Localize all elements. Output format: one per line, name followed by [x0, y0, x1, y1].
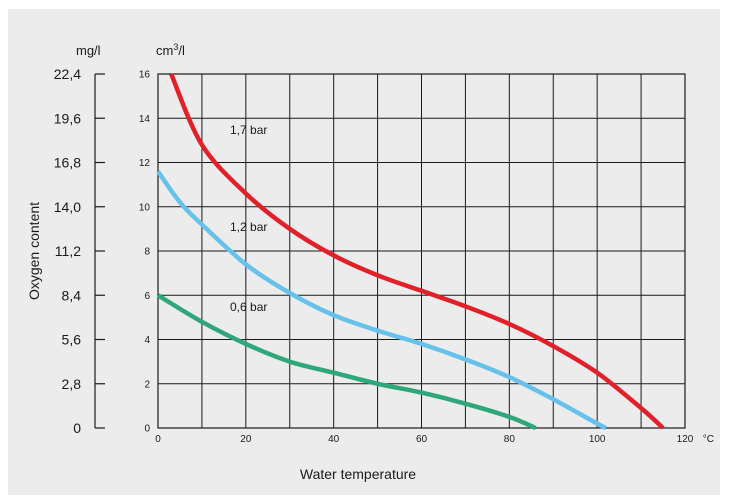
x-tick-label: 40 — [328, 434, 340, 445]
series-line — [169, 73, 665, 430]
series-label: 1,2 bar — [230, 220, 267, 234]
y-tick-label: 4 — [144, 335, 150, 346]
x-tick-label: 80 — [504, 434, 516, 445]
series-line — [156, 170, 607, 431]
y-axis-title: Oxygen content — [26, 202, 42, 300]
y2-tick-label: 5,6 — [62, 332, 82, 348]
y-tick-label: 6 — [144, 291, 150, 302]
series-label: 1,7 bar — [230, 123, 267, 137]
x-unit: °C — [703, 434, 714, 445]
y-tick-label: 2 — [144, 379, 150, 390]
grid — [157, 73, 686, 429]
y-tick-label: 14 — [139, 114, 151, 125]
x-tick-label: 20 — [240, 434, 252, 445]
axes: 0 2 4 6 8 10 12 14 16 0 2,8 5,6 8,4 11,2 14,0 16,8 19,6 2… — [54, 66, 694, 445]
series-label: 0,6 bar — [230, 300, 267, 314]
y-tick-label: 10 — [139, 202, 151, 213]
x-tick-label: 60 — [416, 434, 428, 445]
y2-tick-label: 8,4 — [62, 287, 82, 303]
y-tick-label: 8 — [144, 247, 150, 258]
x-tick-label: 120 — [677, 434, 694, 445]
y-tick-label: 12 — [139, 158, 151, 169]
y2-tick-label: 11,2 — [55, 243, 81, 259]
oxygen-solubility-chart: 0 2 4 6 8 10 12 14 16 0 2,8 5,6 8,4 11,2 14,0 16,8 19,6 2… — [26, 42, 714, 482]
x-axis-title: Water temperature — [300, 466, 416, 482]
x-tick-label: 0 — [155, 434, 161, 445]
x-tick-label: 100 — [589, 434, 606, 445]
y2-tick-label: 0 — [73, 420, 81, 436]
y-unit-primary: cm3/l — [156, 42, 185, 58]
series-line — [156, 293, 537, 431]
y2-tick-label: 19,6 — [54, 110, 81, 126]
y2-tick-label: 2,8 — [62, 376, 82, 392]
y-tick-label: 0 — [144, 424, 150, 435]
plot-frame — [157, 73, 686, 429]
y2-tick-label: 14,0 — [54, 199, 81, 215]
labels: 1,7 bar 1,2 bar 0,6 bar — [230, 123, 267, 314]
y2-tick-label: 22,4 — [54, 66, 81, 82]
chart-panel: 0 2 4 6 8 10 12 14 16 0 2,8 5,6 8,4 11,2 14,0 16,8 19,6 2… — [8, 9, 720, 495]
y2-tick-label: 16,8 — [54, 155, 81, 171]
curves — [156, 73, 665, 431]
y-tick-label: 16 — [139, 70, 151, 81]
y-unit-secondary: mg/l — [76, 43, 101, 58]
